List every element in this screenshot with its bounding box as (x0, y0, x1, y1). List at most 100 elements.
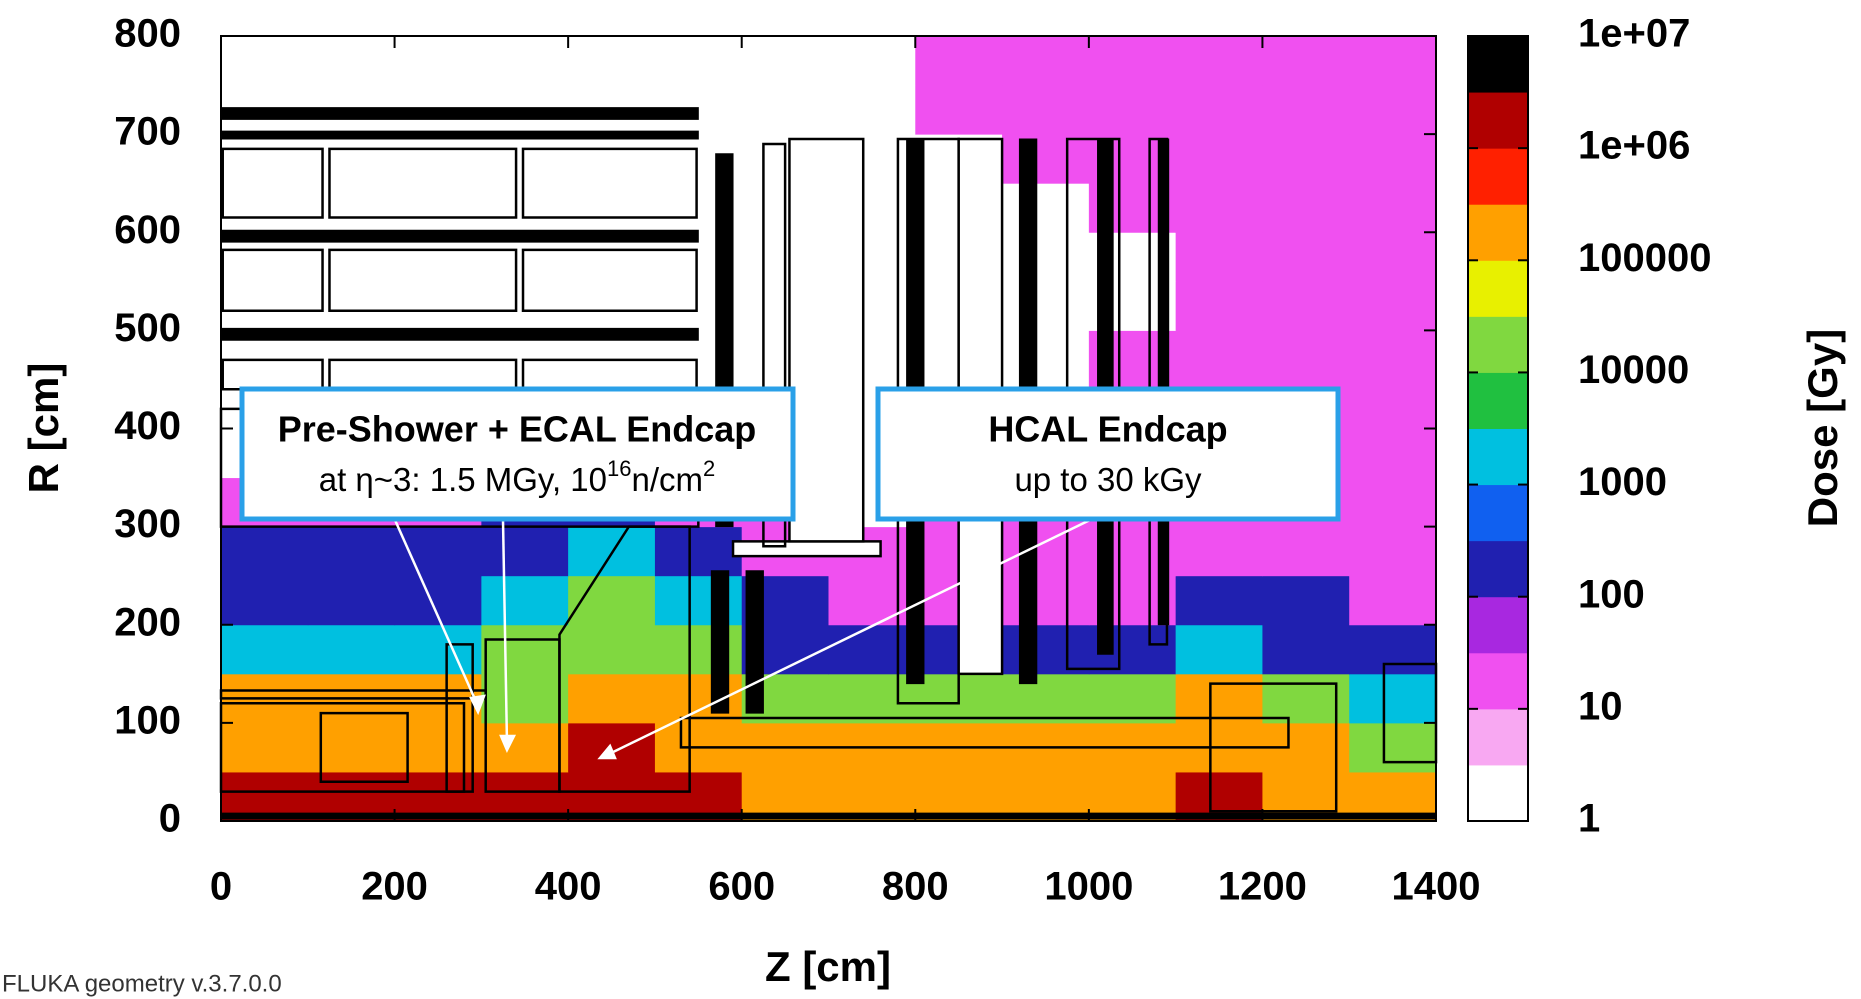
heatmap-cell (1175, 85, 1263, 135)
y-tick-label: 100 (114, 698, 181, 742)
heatmap-cell (741, 36, 829, 86)
heatmap-cell (221, 36, 309, 86)
annotation-text: at η~3: 1.5 MGy, 1016n/cm2 (319, 456, 716, 498)
heatmap-cell (1262, 330, 1350, 380)
heatmap-cell (481, 526, 569, 577)
colorbar-label: Dose [Gy] (1799, 329, 1846, 527)
y-tick-label: 400 (114, 404, 181, 448)
x-tick-label: 0 (210, 865, 232, 909)
heatmap-cell (1349, 330, 1437, 380)
colorbar-tick-label: 10000 (1578, 348, 1689, 392)
y-tick-label: 700 (114, 110, 181, 154)
heatmap-cell (1002, 183, 1090, 233)
x-tick-label: 800 (882, 865, 949, 909)
heatmap-cell (481, 722, 569, 773)
heatmap-cell (1002, 281, 1090, 331)
colorbar-band (1468, 484, 1528, 542)
heatmap-cell (1175, 575, 1263, 626)
heatmap-cell (307, 36, 396, 86)
heatmap-cell (1262, 526, 1350, 577)
colorbar-frame (1467, 35, 1529, 822)
heatmap-cell (1002, 36, 1090, 86)
heatmap-cell (1175, 183, 1263, 233)
x-tick-label: 1400 (1392, 865, 1481, 909)
heatmap-cell (394, 624, 482, 675)
heatmap-cell (1349, 673, 1437, 724)
heatmap-cell (1349, 183, 1437, 233)
colorbar-band (1468, 540, 1528, 598)
heatmap-cell (1002, 575, 1090, 626)
heatmap-cell (1175, 673, 1263, 724)
heatmap-cell (828, 624, 916, 675)
colorbar-band (1468, 148, 1528, 205)
heatmap-cell (1088, 36, 1177, 86)
heatmap-cell (828, 673, 916, 724)
heatmap-cell (481, 624, 569, 675)
heatmap-cell (741, 85, 829, 135)
annotation-text-part: at η~3: 1.5 MGy, 10 (319, 461, 607, 498)
colorbar-tick-label: 1e+07 (1578, 12, 1690, 56)
heatmap-cell (1002, 673, 1090, 724)
y-tick-label: 800 (114, 12, 181, 56)
heatmap-cell (1349, 36, 1437, 86)
y-tick-label: 600 (114, 208, 181, 252)
x-tick-label: 600 (708, 865, 775, 909)
heatmap-cell (1175, 526, 1263, 577)
colorbar-band (1468, 260, 1528, 317)
colorbar-band (1468, 596, 1528, 654)
annotation-box (239, 386, 796, 522)
y-tick-label: 0 (159, 797, 181, 841)
x-tick-label: 200 (361, 865, 428, 909)
heatmap-cell (1262, 232, 1350, 282)
heatmap-cell (1262, 36, 1350, 86)
colorbar-tick-label: 10 (1578, 684, 1623, 728)
footnote: FLUKA geometry v.3.7.0.0 (2, 970, 282, 997)
heatmap-cell (1349, 526, 1437, 577)
heatmap-cell (1002, 232, 1090, 282)
colorbar-tick-label: 1000 (1578, 460, 1667, 504)
heatmap-cell (1175, 232, 1263, 282)
colorbar-band (1468, 36, 1528, 93)
heatmap-cell (568, 624, 656, 675)
heatmap-cell (221, 575, 309, 626)
heatmap-cell (828, 575, 916, 626)
annotation-text-part: n/cm (632, 461, 704, 498)
annotation-box (875, 386, 1341, 522)
colorbar-band (1468, 92, 1528, 149)
colorbar-band (1468, 708, 1528, 766)
heatmap-cell (221, 526, 309, 577)
heatmap-cell (1262, 85, 1350, 135)
heatmap-cell (1088, 85, 1177, 135)
heatmap-cell (307, 722, 396, 773)
colorbar-tick-label: 1 (1578, 797, 1600, 841)
heatmap-cell (1175, 134, 1263, 184)
heatmap-cell (1175, 36, 1263, 86)
annotation-superscript: 2 (703, 456, 715, 481)
heatmap-cell (481, 575, 569, 626)
y-tick-label: 300 (114, 502, 181, 546)
colorbar-tick-label: 100000 (1578, 236, 1711, 280)
heatmap-cell (1002, 134, 1090, 184)
heatmap-cell (481, 36, 569, 86)
heatmap-cell (568, 36, 656, 86)
annotation-text: up to 30 kGy (1014, 461, 1202, 498)
y-tick-label: 500 (114, 306, 181, 350)
heatmap-cell (1175, 330, 1263, 380)
heatmap-cell (1262, 134, 1350, 184)
colorbar-band (1468, 428, 1528, 486)
colorbar-band (1468, 764, 1528, 822)
heatmap-cell (1349, 575, 1437, 626)
heatmap-cell (394, 722, 482, 773)
heatmap-cell (1262, 624, 1350, 675)
x-tick-label: 1200 (1218, 865, 1307, 909)
heatmap-cell (307, 526, 396, 577)
colorbar-tick-label: 1e+06 (1578, 124, 1690, 168)
heatmap-cell (481, 673, 569, 724)
heatmap-cell (1349, 722, 1437, 773)
heatmap-cell (1349, 624, 1437, 675)
heatmap-cell (915, 85, 1003, 135)
annotation-superscript: 16 (607, 456, 631, 481)
heatmap-cell (1349, 232, 1437, 282)
x-tick-label: 400 (535, 865, 602, 909)
